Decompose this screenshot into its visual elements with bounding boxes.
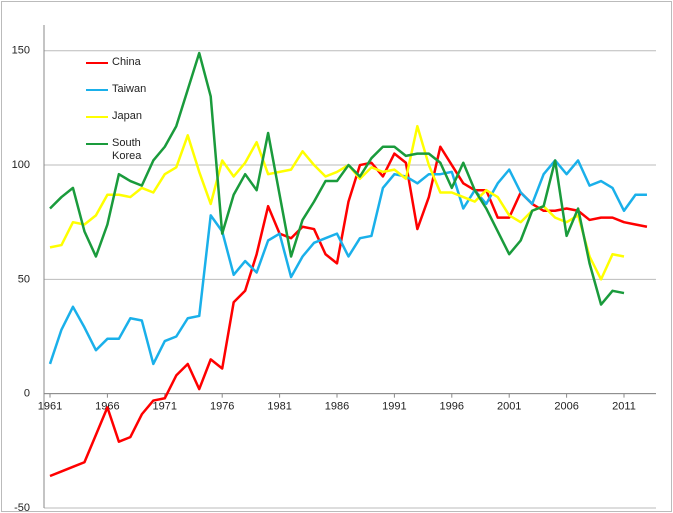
series-line [49, 51, 625, 306]
x-tick-label: 1971 [153, 401, 177, 413]
x-tick-label: 1976 [210, 401, 234, 413]
legend-label: Taiwan [112, 83, 147, 95]
legend-label: China [112, 56, 141, 68]
x-tick-label: 2011 [612, 401, 636, 413]
y-tick-label: 0 [24, 388, 30, 400]
x-tick-label: 1986 [325, 401, 349, 413]
x-tick-label: 1961 [38, 401, 62, 413]
legend-swatch [86, 116, 108, 118]
legend-swatch [86, 89, 108, 91]
legend-swatch [86, 143, 108, 145]
x-tick-label: 2001 [497, 401, 521, 413]
legend-label: Japan [112, 110, 142, 122]
y-tick-label: 100 [12, 159, 30, 171]
series-line [48, 159, 647, 366]
x-tick-label: 1991 [382, 401, 406, 413]
x-tick-label: 1996 [440, 401, 464, 413]
series-line [49, 124, 625, 281]
legend-label: South Korea [112, 137, 142, 162]
x-tick-label: 2006 [554, 401, 578, 413]
x-tick-label: 1981 [267, 401, 291, 413]
y-tick-label: -50 [14, 502, 30, 513]
y-tick-label: 50 [18, 273, 30, 285]
y-tick-label: 150 [12, 45, 30, 57]
legend-swatch [86, 62, 108, 64]
series-line [49, 145, 648, 478]
